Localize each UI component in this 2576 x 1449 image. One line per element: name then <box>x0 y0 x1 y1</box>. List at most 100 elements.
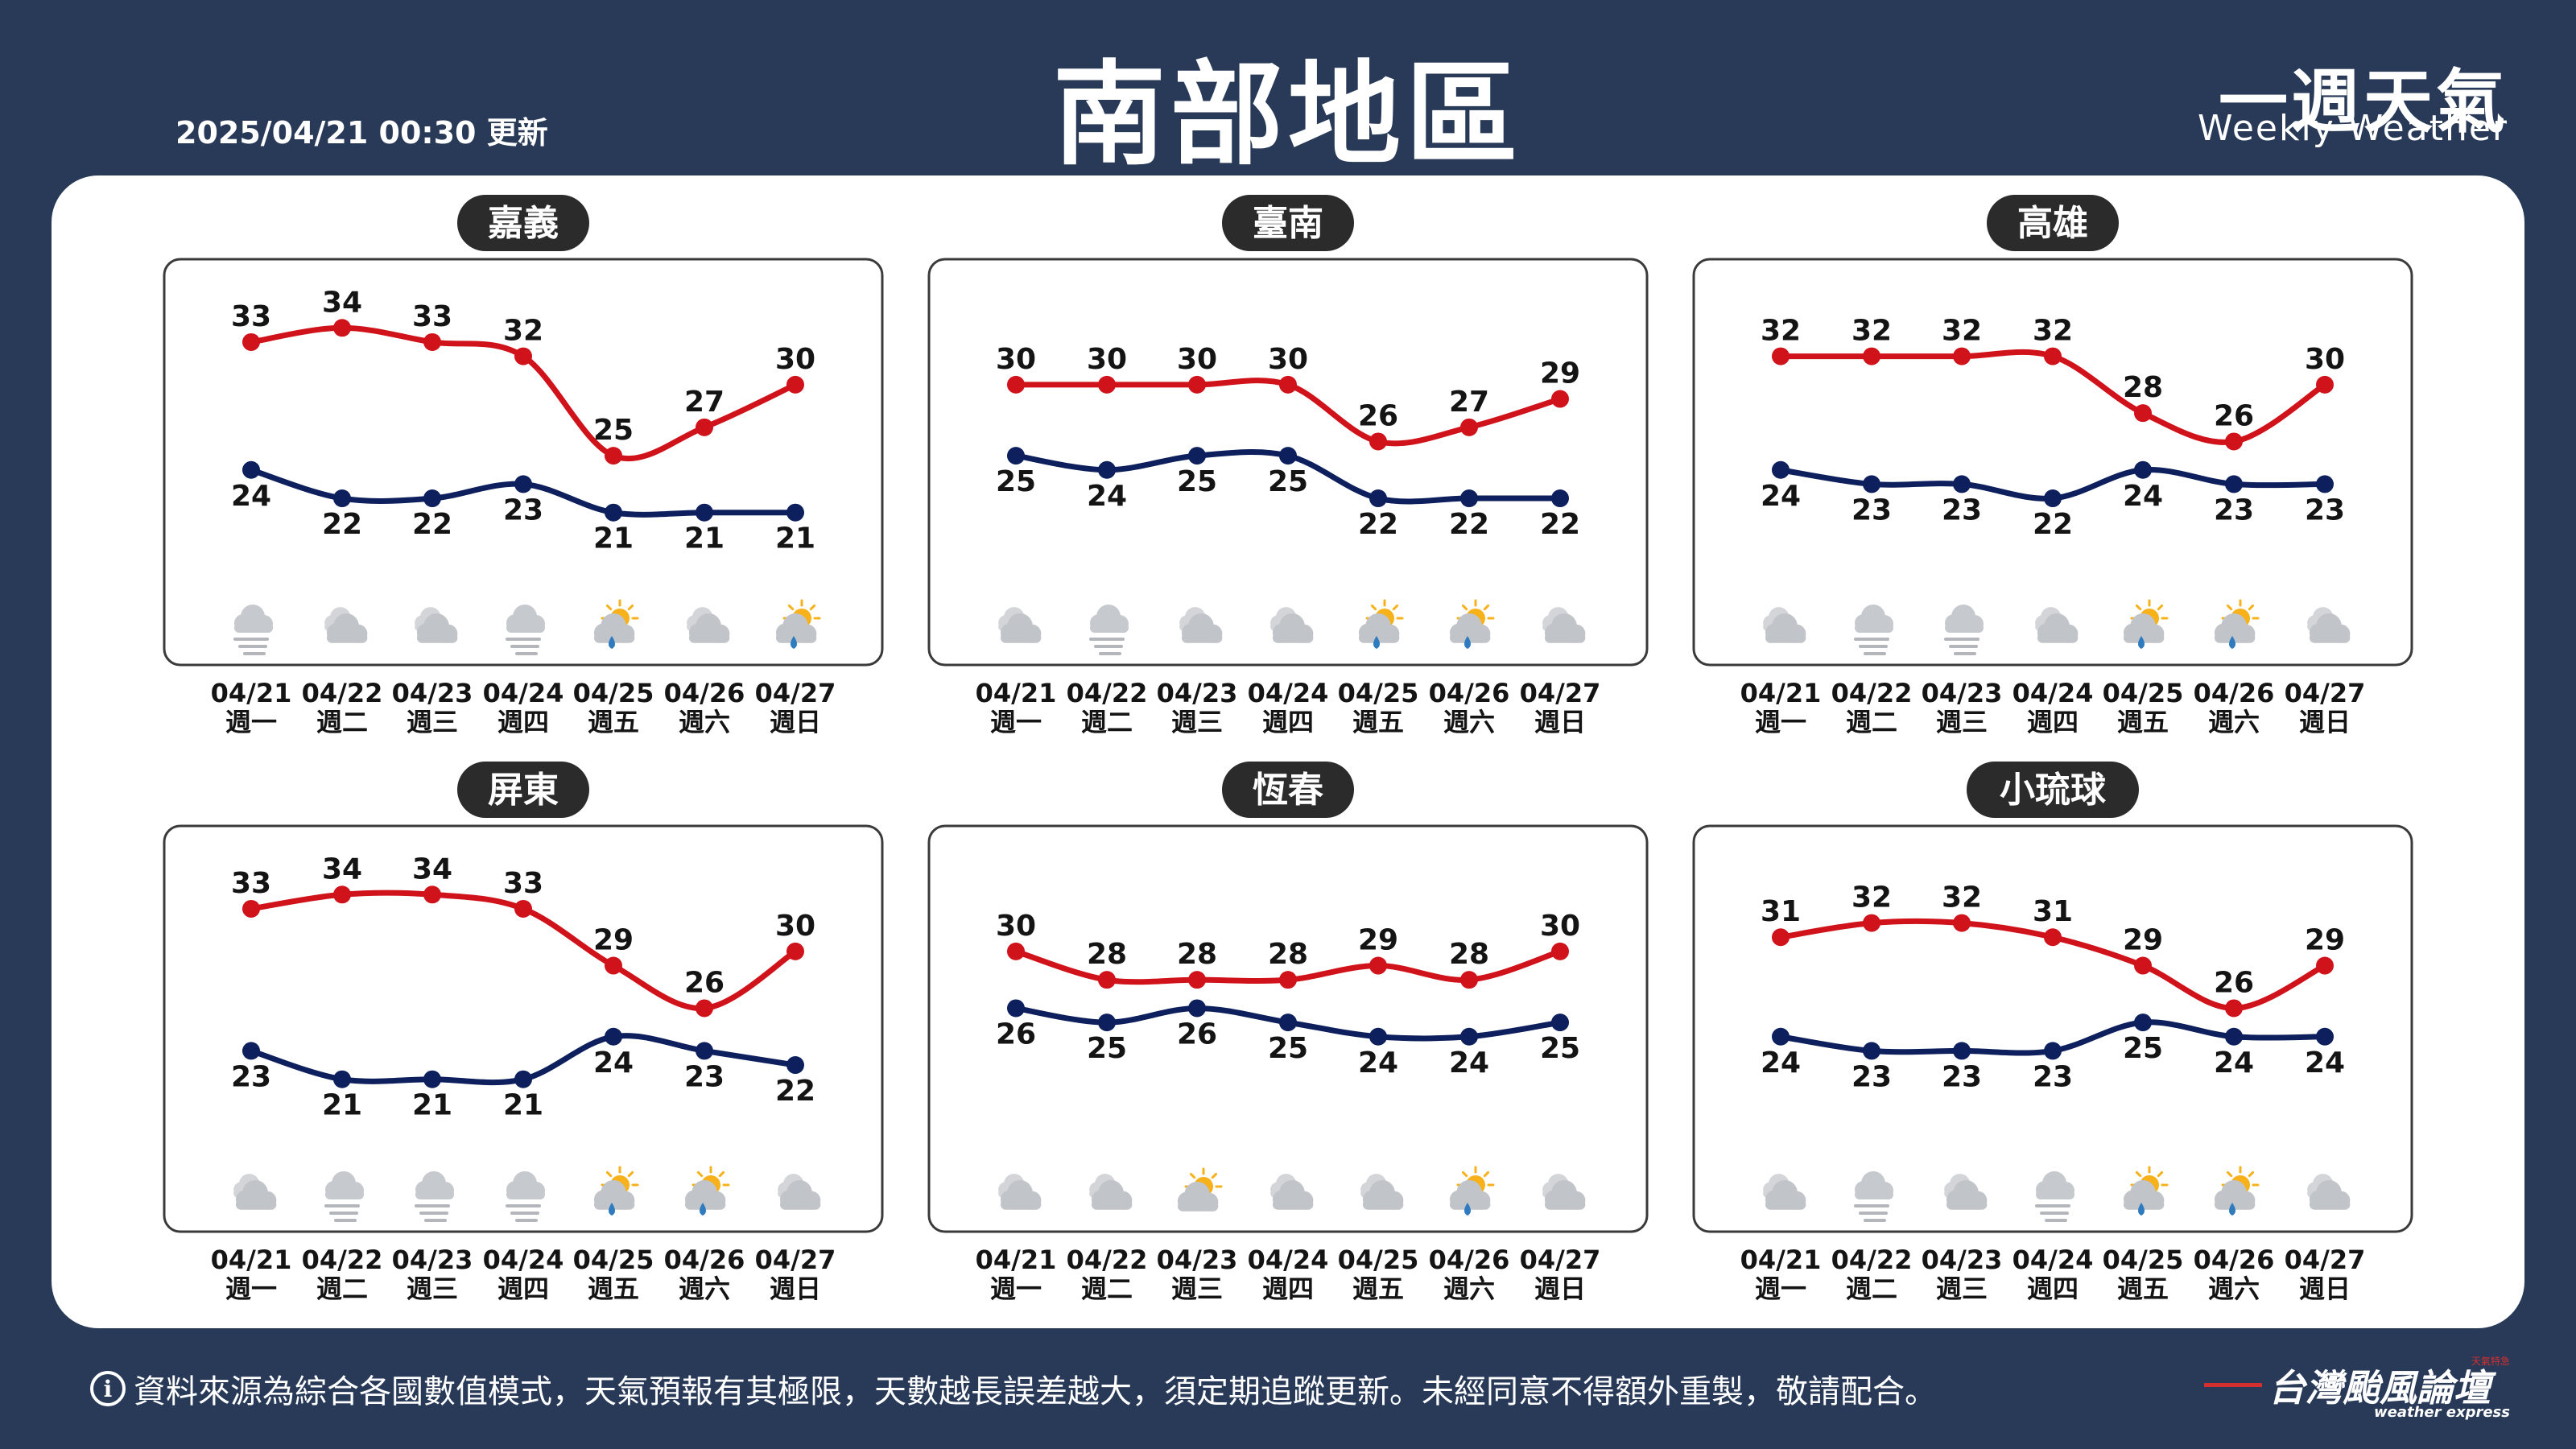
high-temp-point <box>1551 390 1569 408</box>
high-temp-point <box>2044 347 2062 365</box>
low-temp-point <box>1551 489 1569 508</box>
weekday-label: 週二 <box>1846 707 1897 737</box>
weekday-label: 週五 <box>1352 1274 1404 1304</box>
date-label: 04/23 <box>1157 678 1238 708</box>
high-temp-point <box>1460 971 1478 989</box>
high-temp-label: 28 <box>1087 938 1127 971</box>
weekday-label: 週四 <box>2027 1274 2079 1304</box>
low-temp-point <box>1863 475 1880 493</box>
high-temp-point <box>1098 971 1116 989</box>
high-temp-label: 28 <box>2123 371 2163 404</box>
low-temp-point <box>1460 1027 1478 1046</box>
high-temp-label: 30 <box>1177 343 1217 376</box>
low-temp-point <box>1188 447 1206 465</box>
high-temp-label: 27 <box>1449 386 1489 419</box>
high-temp-point <box>423 332 441 351</box>
low-temp-point <box>2316 475 2334 493</box>
high-temp-point <box>333 319 351 337</box>
city-label-pill <box>1222 195 1354 251</box>
low-temp-label: 24 <box>1761 1046 1801 1080</box>
weekday-label: 週日 <box>1534 1274 1586 1304</box>
high-temp-label: 25 <box>593 414 634 447</box>
cloudy-icon <box>1763 1174 1806 1210</box>
low-temp-label: 24 <box>2305 1046 2345 1080</box>
fog-icon <box>1944 605 1984 655</box>
high-temp-point <box>1460 418 1478 436</box>
weekday-label: 週四 <box>1262 1274 1314 1304</box>
cloudy-icon <box>998 1174 1042 1210</box>
fog-icon <box>324 1171 364 1222</box>
chart-frame <box>163 824 884 1233</box>
date-label: 04/22 <box>1067 1245 1148 1275</box>
high-temp-point <box>2316 956 2334 975</box>
cloudy-icon <box>2307 607 2351 643</box>
low-temp-label: 22 <box>1358 508 1398 541</box>
low-temp-label: 24 <box>593 1046 634 1080</box>
weekday-label: 週六 <box>1443 1274 1495 1304</box>
low-temp-point <box>786 1056 804 1075</box>
high-temp-label: 31 <box>1761 895 1801 928</box>
low-temp-label: 24 <box>2123 480 2163 513</box>
low-temp-label: 25 <box>1268 1032 1308 1065</box>
low-temp-label: 21 <box>684 522 724 555</box>
date-label: 04/23 <box>1922 1245 2003 1275</box>
date-label: 04/21 <box>211 678 292 708</box>
cloudy-icon <box>687 607 730 643</box>
low-temp-label: 21 <box>593 522 634 555</box>
low-temp-point <box>2316 1027 2334 1046</box>
chart-frame <box>1692 824 2413 1233</box>
date-label: 04/27 <box>755 678 836 708</box>
date-label: 04/26 <box>664 1245 745 1275</box>
low-temp-label: 23 <box>1852 493 1892 526</box>
high-temp-point <box>1863 914 1880 932</box>
high-temp-point <box>333 886 351 904</box>
sun-rain-icon <box>775 599 821 649</box>
high-temp-point <box>1007 942 1025 960</box>
low-temp-point <box>423 489 441 508</box>
fog-icon <box>1089 605 1129 655</box>
cloudy-icon <box>233 1174 277 1210</box>
date-label: 04/24 <box>483 678 564 708</box>
weekday-label: 週三 <box>1171 707 1223 737</box>
low-temp-point <box>1863 1042 1880 1060</box>
high-temp-label: 30 <box>775 910 815 943</box>
low-temp-point <box>242 460 260 479</box>
low-temp-point <box>1772 460 1790 479</box>
low-temp-label: 24 <box>231 480 271 513</box>
cloudy-icon <box>2307 1174 2351 1210</box>
high-temp-label: 29 <box>2123 924 2163 957</box>
fog-icon <box>1854 1171 1893 1222</box>
logo-accent-line <box>2204 1383 2262 1387</box>
low-temp-label: 23 <box>684 1060 724 1093</box>
low-temp-point <box>2044 489 2062 508</box>
low-temp-label: 25 <box>1087 1032 1127 1065</box>
city-label: 臺南 <box>1253 203 1323 244</box>
low-temp-point <box>1188 999 1206 1018</box>
low-temp-label: 21 <box>412 1089 452 1122</box>
date-label: 04/24 <box>483 1245 564 1275</box>
date-label: 04/26 <box>2194 678 2275 708</box>
date-label: 04/24 <box>1248 678 1329 708</box>
weekday-label: 週一 <box>1755 707 1806 737</box>
city-label-pill <box>457 195 589 251</box>
logo-name: 台灣颱風論壇 <box>2268 1366 2491 1410</box>
date-label: 04/21 <box>976 1245 1057 1275</box>
date-label: 04/23 <box>392 1245 473 1275</box>
low-temp-label: 24 <box>1087 480 1127 513</box>
date-label: 04/22 <box>1067 678 1148 708</box>
low-temp-point <box>423 1070 441 1088</box>
city-label-pill <box>1987 195 2119 251</box>
high-temp-label: 32 <box>1942 881 1982 914</box>
high-temp-point <box>1772 347 1790 365</box>
high-temp-point <box>2044 928 2062 947</box>
high-temp-label: 29 <box>1358 924 1398 957</box>
high-temp-point <box>2316 375 2334 394</box>
date-label: 04/25 <box>1338 1245 1419 1275</box>
high-temp-label: 26 <box>1358 399 1398 432</box>
date-label: 04/24 <box>1248 1245 1329 1275</box>
sun-rain-icon <box>593 599 639 649</box>
weekday-label: 週二 <box>1846 1274 1897 1304</box>
weekday-label: 週五 <box>2117 707 2169 737</box>
date-label: 04/22 <box>302 1245 383 1275</box>
